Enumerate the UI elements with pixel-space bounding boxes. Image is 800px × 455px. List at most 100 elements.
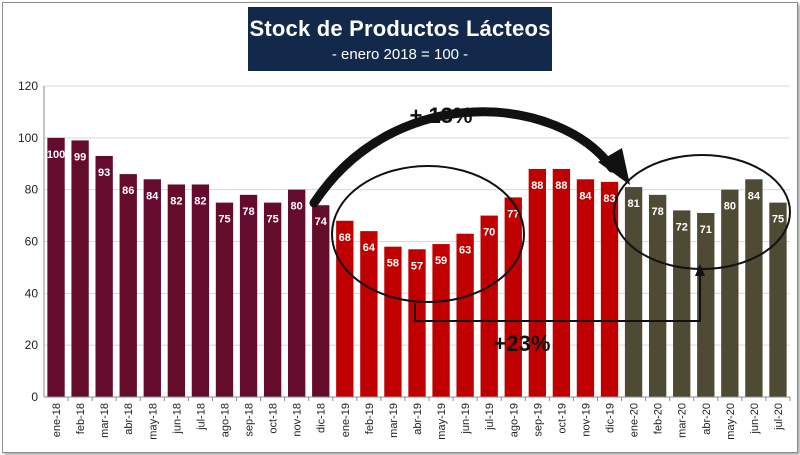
x-axis: ene-18 feb-18 mar-18 abr-18 may-18 jun-18 jul-… <box>44 396 791 440</box>
bar-dic-19 <box>600 181 619 397</box>
x-tick-label: may-20 <box>725 403 737 440</box>
x-tick-label: may-18 <box>147 403 159 440</box>
bar-abr-20 <box>697 212 715 397</box>
y-tick-label: 100 <box>18 131 38 145</box>
annotations: + 13% +23% <box>309 103 791 356</box>
x-tick-label: mar-18 <box>99 403 111 438</box>
x-tick-label: sep-19 <box>532 403 544 437</box>
x-tick-label: jul-19 <box>484 403 496 431</box>
data-label-ene-19: 68 <box>339 232 351 244</box>
x-tick-label: jun-20 <box>749 403 761 435</box>
data-label-nov-18: 80 <box>291 201 303 213</box>
y-tick-label: 120 <box>18 79 38 93</box>
x-tick-label: nov-19 <box>580 403 592 437</box>
bar-nov-19 <box>576 179 595 397</box>
x-tick-label: ago-18 <box>219 403 231 437</box>
data-label-may-20: 80 <box>724 201 736 213</box>
data-label-mar-20: 72 <box>676 221 688 233</box>
bar-mar-19 <box>384 246 402 397</box>
bar-ago-18 <box>215 202 234 397</box>
y-tick-label: 0 <box>31 390 38 404</box>
y-axis: 0 20 40 60 80 100 120 <box>18 79 45 404</box>
x-tick-label: mar-19 <box>388 403 400 438</box>
data-label-ago-18: 75 <box>218 214 230 226</box>
bar-oct-19 <box>552 168 571 397</box>
bar-nov-18 <box>288 189 306 397</box>
data-label-feb-18: 99 <box>74 151 86 163</box>
bars <box>47 137 787 398</box>
data-label-ago-19: 77 <box>507 208 519 220</box>
x-tick-label: jun-18 <box>171 403 183 435</box>
x-tick-label: jul-20 <box>773 403 785 431</box>
data-label-mar-18: 93 <box>98 167 110 179</box>
data-label-dic-19: 83 <box>603 193 615 205</box>
data-label-jul-18: 82 <box>194 195 206 207</box>
bar-sep-18 <box>239 194 258 397</box>
x-tick-label: feb-19 <box>364 403 376 434</box>
x-tick-label: ene-18 <box>51 403 63 437</box>
title-box: Stock de Productos Lácteos - enero 2018 … <box>248 7 552 71</box>
bar-oct-18 <box>263 202 282 397</box>
y-tick-label: 60 <box>25 235 39 249</box>
x-tick-label: ene-20 <box>629 403 641 437</box>
bar-feb-20 <box>648 194 667 397</box>
x-tick-label: oct-18 <box>268 403 280 434</box>
bar-jun-19 <box>456 233 474 397</box>
x-tick-label: mar-20 <box>677 403 689 438</box>
x-tick-label: dic-18 <box>316 403 328 433</box>
x-tick-label: dic-19 <box>605 403 617 433</box>
bar-jul-20 <box>769 202 787 397</box>
bar-jun-18 <box>167 184 186 397</box>
data-label-feb-20: 78 <box>652 206 664 218</box>
data-label-abr-19: 57 <box>411 260 423 272</box>
x-tick-label: ago-19 <box>508 403 520 437</box>
arc-label: + 13% <box>410 103 473 128</box>
bracket-arrowhead <box>695 264 705 276</box>
data-label-sep-19: 88 <box>531 180 543 192</box>
data-label-nov-19: 84 <box>579 190 592 202</box>
x-tick-label: nov-18 <box>292 403 304 437</box>
bar-may-20 <box>721 189 739 397</box>
x-tick-label: sep-18 <box>244 403 256 437</box>
x-tick-label: may-19 <box>436 403 448 440</box>
data-label-may-19: 59 <box>435 255 447 267</box>
data-label-jun-18: 82 <box>170 195 182 207</box>
data-label-sep-18: 78 <box>242 206 254 218</box>
bar-abr-19 <box>408 249 426 397</box>
chart-title: Stock de Productos Lácteos <box>249 16 551 41</box>
x-tick-label: feb-20 <box>653 403 665 434</box>
data-label-ene-20: 81 <box>627 198 639 210</box>
x-tick-label: abr-20 <box>701 403 713 435</box>
data-label-oct-18: 75 <box>266 214 278 226</box>
x-tick-label: jul-18 <box>195 403 207 431</box>
bar-feb-18 <box>71 140 89 398</box>
y-tick-label: 80 <box>25 183 39 197</box>
bar-may-18 <box>143 179 161 397</box>
arc-arrow <box>309 107 617 208</box>
data-label-abr-20: 71 <box>700 224 712 236</box>
data-label-jul-20: 75 <box>772 214 784 226</box>
x-tick-label: jun-19 <box>460 403 472 435</box>
x-tick-label: feb-18 <box>75 403 87 434</box>
data-label-oct-19: 88 <box>555 180 567 192</box>
data-labels: 100 99 93 86 84 82 82 75 78 75 80 74 68 64 58 57 59 63 70 7… <box>47 149 784 272</box>
bar-feb-19 <box>360 231 378 397</box>
bar-jun-20 <box>745 179 763 397</box>
bar-ago-19 <box>504 197 522 397</box>
bracket-arrow <box>414 274 701 322</box>
x-tick-label: oct-19 <box>556 403 568 434</box>
x-tick-label: abr-18 <box>123 403 135 435</box>
chart-subtitle: - enero 2018 = 100 - <box>331 46 469 63</box>
y-tick-label: 40 <box>25 286 39 300</box>
x-tick-label: ene-19 <box>340 403 352 437</box>
data-label-jun-19: 63 <box>459 245 471 257</box>
y-tick-label: 20 <box>25 338 39 352</box>
bar-jul-19 <box>480 215 498 397</box>
x-tick-label: abr-19 <box>412 403 424 435</box>
data-label-abr-18: 86 <box>122 185 134 197</box>
data-label-ene-18: 100 <box>47 149 65 161</box>
data-label-jul-19: 70 <box>483 227 495 239</box>
ellipse-2019-low <box>331 165 525 303</box>
bar-ene-18 <box>47 137 65 398</box>
bar-dic-18 <box>312 205 330 397</box>
